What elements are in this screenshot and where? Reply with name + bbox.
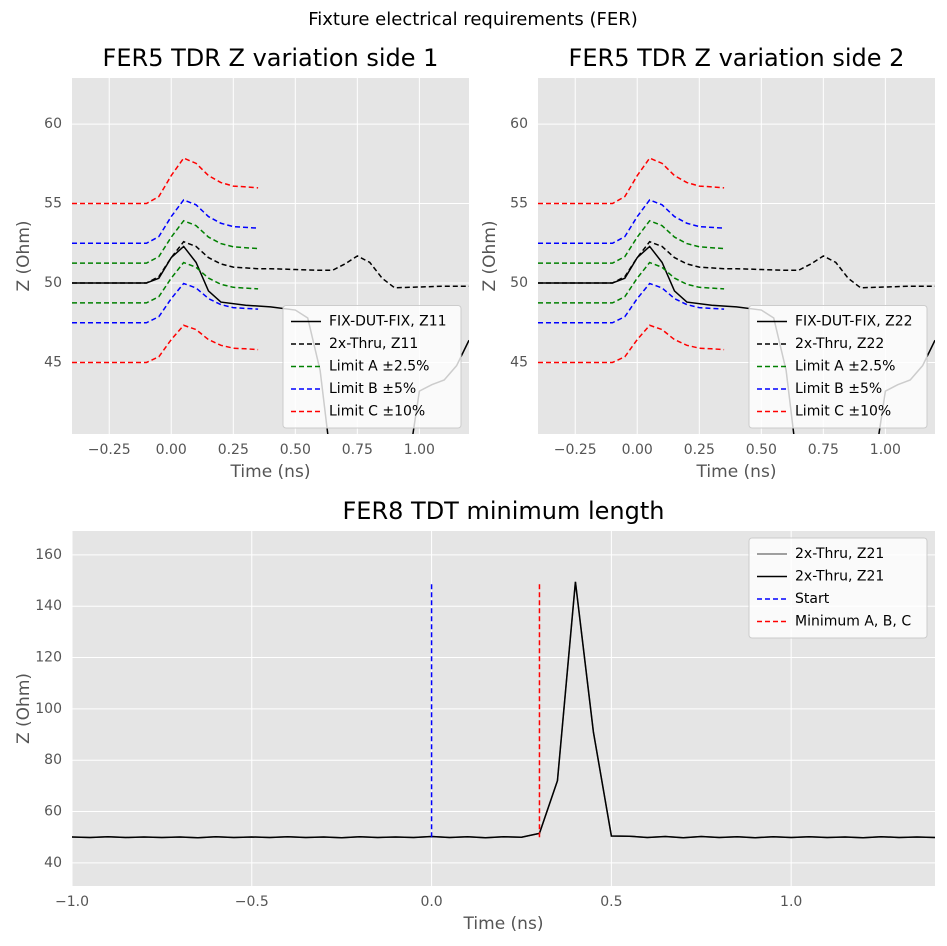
y-tick-label: 45 — [44, 354, 62, 370]
y-tick-label: 60 — [44, 804, 62, 820]
line-series — [538, 282, 725, 324]
x-tick-label: 1.00 — [870, 442, 901, 458]
x-tick-label: −0.25 — [88, 442, 131, 458]
legend-box — [282, 305, 462, 429]
x-tick-label: 1.00 — [404, 442, 435, 458]
line-series — [538, 324, 725, 364]
y-tick-label: 120 — [35, 650, 62, 666]
line-series — [538, 219, 725, 264]
x-tick-label: −0.25 — [554, 442, 597, 458]
line-series — [538, 157, 725, 205]
figure-title: Fixture electrical requirements (FER) — [308, 9, 638, 30]
line-series — [538, 240, 935, 289]
y-tick-label: 50 — [510, 275, 528, 291]
y-tick-label: 100 — [35, 701, 62, 717]
x-tick-label: −0.5 — [235, 894, 269, 910]
line-series — [72, 581, 935, 839]
y-tick-label: 140 — [35, 598, 62, 614]
legend-label: Limit C ±10% — [329, 404, 425, 420]
x-axis-label: Time (ns) — [230, 462, 311, 482]
y-axis-label: Z (Ohm) — [480, 220, 500, 291]
legend-label: FIX-DUT-FIX, Z11 — [329, 314, 447, 330]
series-group — [72, 581, 935, 839]
y-tick-label: 45 — [510, 354, 528, 370]
x-axis-label: Time (ns) — [696, 462, 777, 482]
legend-label: Limit B ±5% — [795, 381, 882, 397]
line-series — [72, 240, 469, 289]
x-tick-label: 0.00 — [156, 442, 187, 458]
y-axis-label: Z (Ohm) — [14, 673, 34, 744]
line-series — [72, 282, 259, 324]
axes-title: FER5 TDR Z variation side 1 — [103, 44, 439, 72]
x-tick-label: 0.50 — [280, 442, 311, 458]
legend-label: 2x-Thru, Z21 — [795, 569, 884, 585]
line-series — [72, 157, 259, 205]
legend-label: Limit B ±5% — [329, 381, 416, 397]
legend-label: 2x-Thru, Z22 — [795, 336, 884, 352]
y-tick-label: 80 — [44, 752, 62, 768]
legend-label: FIX-DUT-FIX, Z22 — [795, 314, 913, 330]
x-tick-label: 0.25 — [684, 442, 715, 458]
y-tick-label: 55 — [510, 196, 528, 212]
x-tick-label: 0.5 — [600, 894, 622, 910]
x-tick-label: 0.75 — [808, 442, 839, 458]
y-tick-label: 160 — [35, 547, 62, 563]
legend-label: Minimum A, B, C — [795, 614, 911, 630]
x-axis-label: Time (ns) — [463, 914, 544, 934]
legend-label: Limit A ±2.5% — [795, 359, 895, 375]
y-tick-label: 40 — [44, 855, 62, 871]
x-tick-label: 0.25 — [218, 442, 249, 458]
x-tick-label: −1.0 — [55, 894, 89, 910]
y-tick-label: 60 — [510, 116, 528, 132]
legend-box — [748, 305, 928, 429]
legend-box — [748, 537, 928, 639]
line-series — [72, 219, 259, 264]
y-tick-label: 60 — [44, 116, 62, 132]
line-series — [72, 324, 259, 364]
axes-title: FER8 TDT minimum length — [343, 497, 665, 525]
line-series — [72, 261, 259, 304]
x-tick-label: 0.0 — [420, 894, 442, 910]
line-series — [538, 198, 725, 245]
y-axis-label: Z (Ohm) — [14, 220, 34, 291]
x-tick-label: 0.75 — [342, 442, 373, 458]
line-series — [538, 261, 725, 304]
axes-title: FER5 TDR Z variation side 2 — [569, 44, 905, 72]
line-series — [72, 198, 259, 245]
legend-label: Start — [795, 591, 830, 607]
x-tick-label: 0.00 — [622, 442, 653, 458]
x-tick-label: 0.50 — [746, 442, 777, 458]
legend-label: Limit A ±2.5% — [329, 359, 429, 375]
x-tick-label: 1.0 — [780, 894, 802, 910]
legend-label: Limit C ±10% — [795, 404, 891, 420]
y-tick-label: 55 — [44, 196, 62, 212]
y-tick-label: 50 — [44, 275, 62, 291]
legend-label: 2x-Thru, Z11 — [329, 336, 418, 352]
legend-label: 2x-Thru, Z21 — [795, 546, 884, 562]
